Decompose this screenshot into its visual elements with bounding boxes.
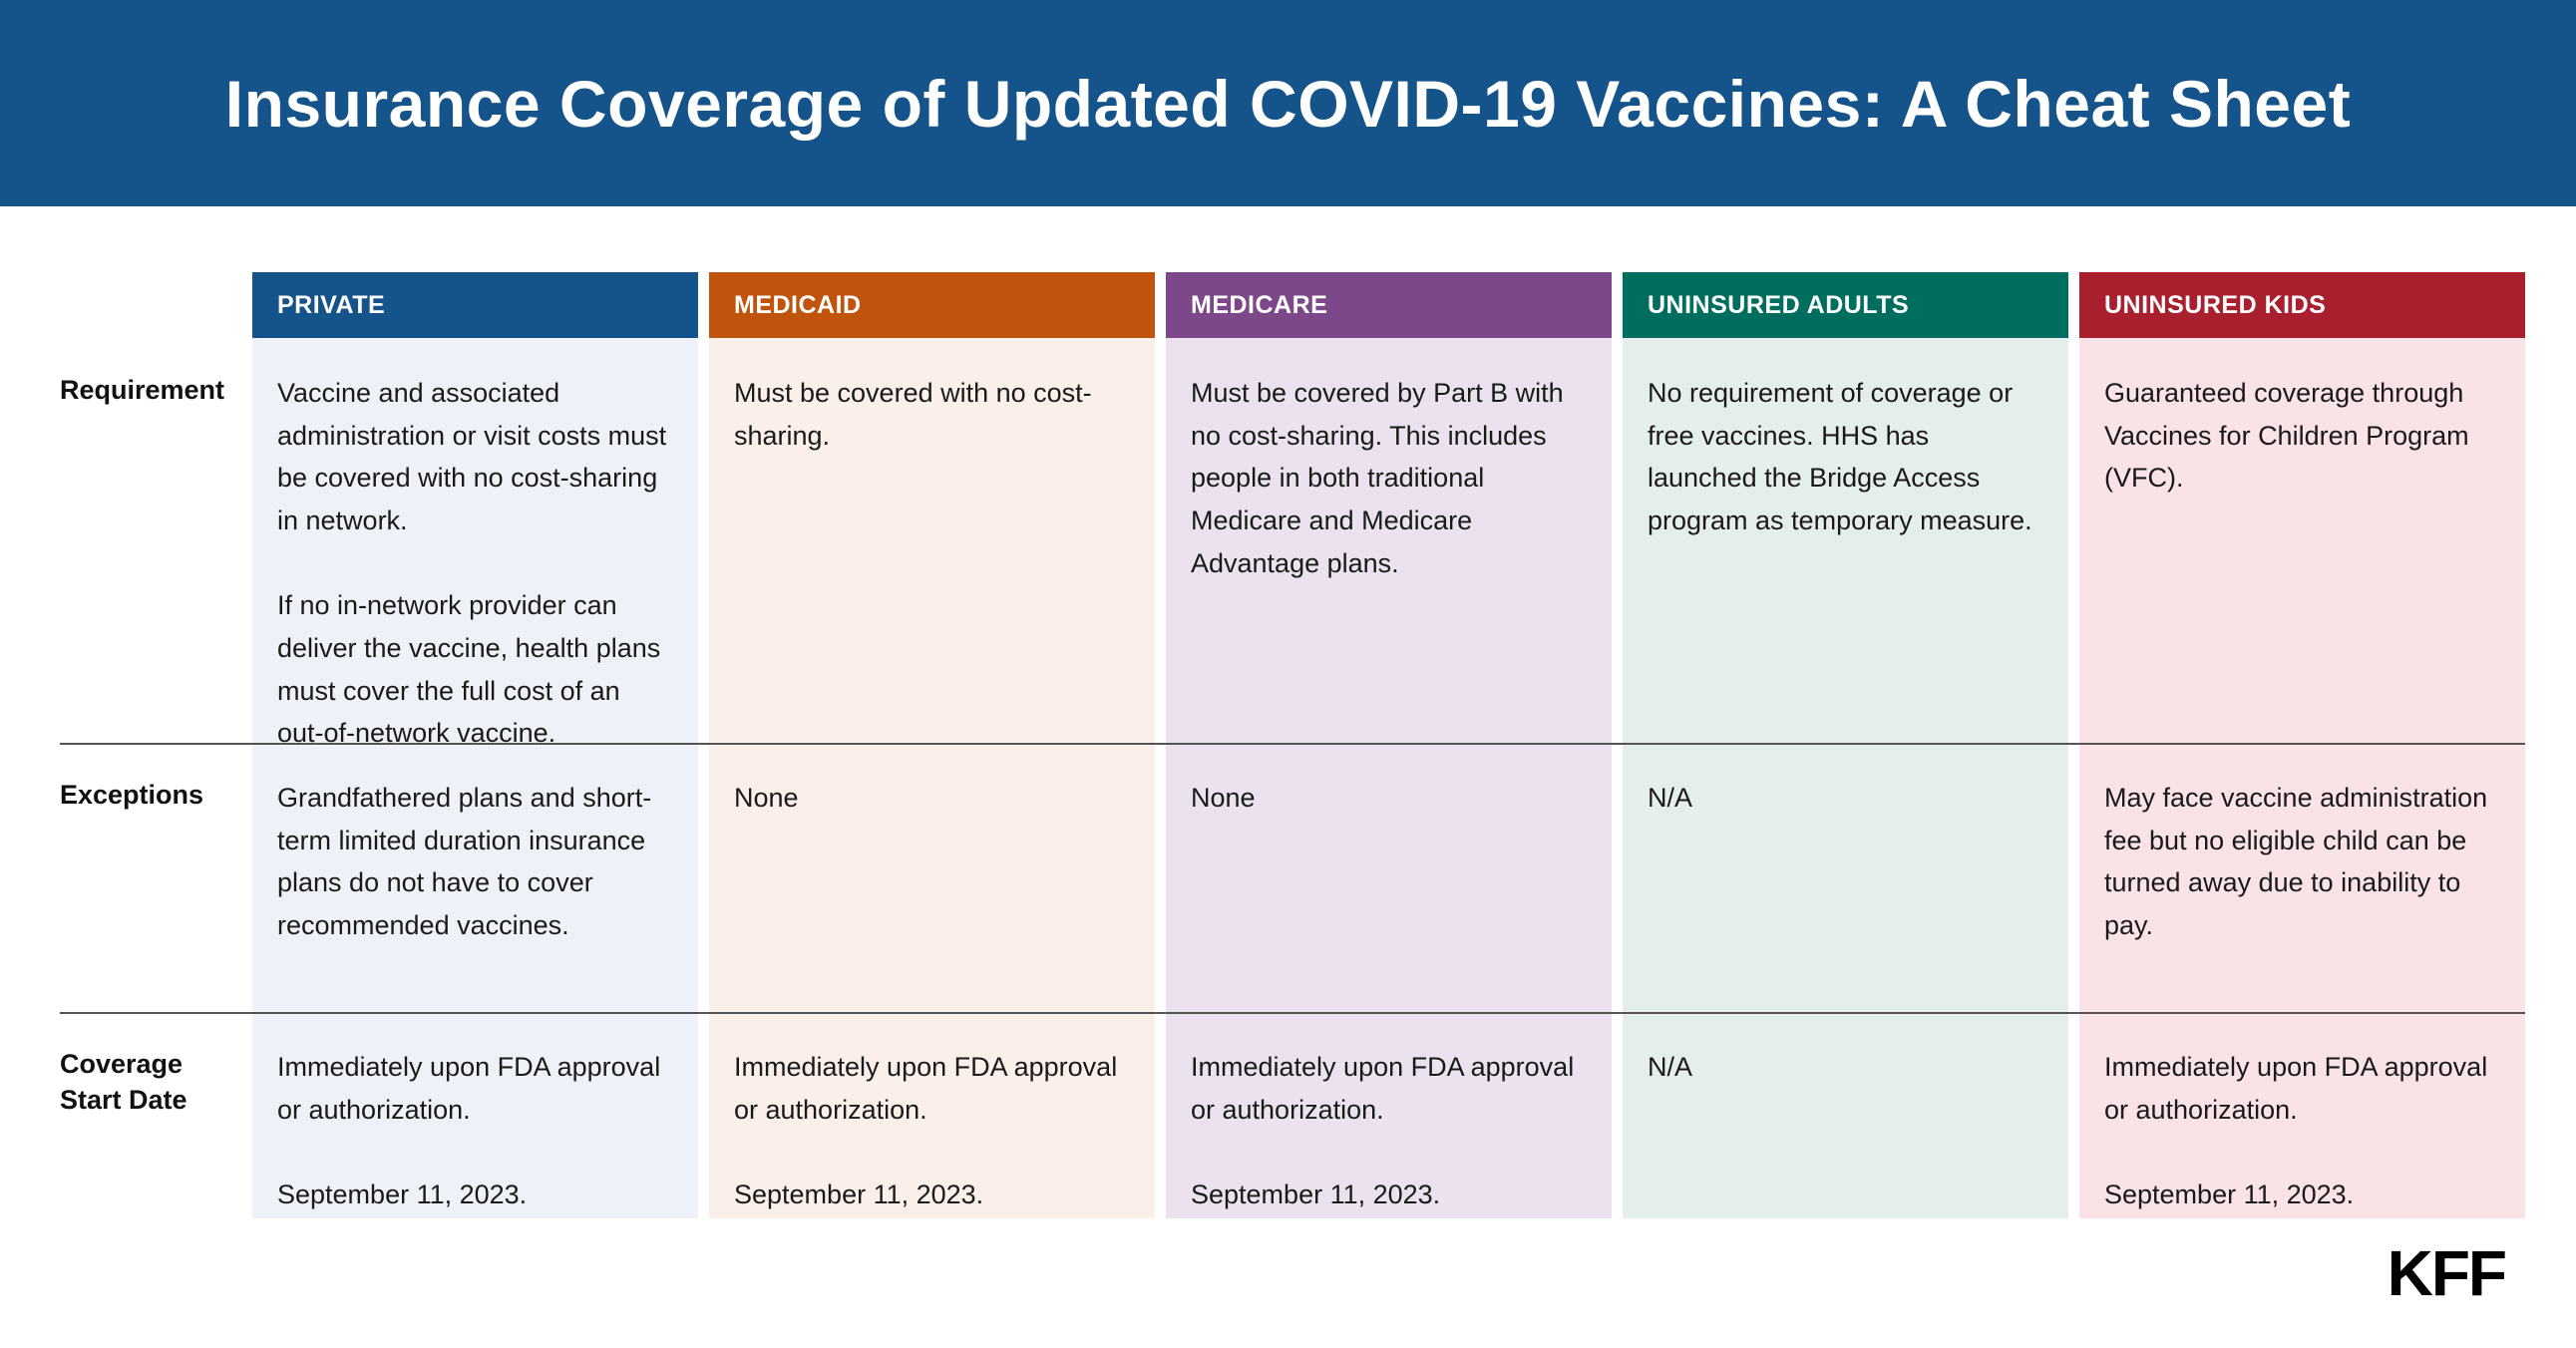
cell-requirement-medicare: Must be covered by Part B with no cost-s…	[1166, 338, 1612, 743]
page-title: Insurance Coverage of Updated COVID-19 V…	[224, 66, 2352, 141]
coverage-table: Requirement Exceptions Coverage Start Da…	[60, 272, 2576, 1218]
column-header-medicaid: MEDICAID	[709, 272, 1155, 338]
cell-coverage-uninsured-adults: N/A	[1623, 1012, 2068, 1218]
row-divider	[60, 1012, 2525, 1014]
cell-coverage-uninsured-kids: Immediately upon FDA approval or authori…	[2079, 1012, 2525, 1218]
cell-coverage-medicaid: Immediately upon FDA approval or authori…	[709, 1012, 1155, 1218]
row-label-requirement: Requirement	[60, 375, 225, 405]
column-header-private: PRIVATE	[252, 272, 698, 338]
cell-coverage-medicare: Immediately upon FDA approval or authori…	[1166, 1012, 1612, 1218]
cell-exceptions-medicare: None	[1166, 743, 1612, 1012]
cell-exceptions-private: Grandfathered plans and short-term limit…	[252, 743, 698, 1012]
row-label-coverage-start-date: Coverage Start Date	[60, 1049, 187, 1116]
row-label-exceptions: Exceptions	[60, 780, 204, 810]
cell-requirement-uninsured-kids: Guaranteed coverage through Vaccines for…	[2079, 338, 2525, 743]
cell-requirement-uninsured-adults: No requirement of coverage or free vacci…	[1623, 338, 2068, 743]
cell-requirement-medicaid: Must be covered with no cost-sharing.	[709, 338, 1155, 743]
column-header-medicare: MEDICARE	[1166, 272, 1612, 338]
cell-exceptions-uninsured-kids: May face vaccine administration fee but …	[2079, 743, 2525, 1012]
column-header-uninsured-adults: UNINSURED ADULTS	[1623, 272, 2068, 338]
cell-exceptions-medicaid: None	[709, 743, 1155, 1012]
column-header-uninsured-kids: UNINSURED KIDS	[2079, 272, 2525, 338]
cell-exceptions-uninsured-adults: N/A	[1623, 743, 2068, 1012]
cell-requirement-private: Vaccine and associated administration or…	[252, 338, 698, 748]
cell-coverage-private: Immediately upon FDA approval or authori…	[252, 1012, 698, 1218]
title-banner: Insurance Coverage of Updated COVID-19 V…	[0, 0, 2576, 206]
kff-logo: KFF	[2387, 1237, 2507, 1309]
row-divider	[60, 743, 2525, 745]
